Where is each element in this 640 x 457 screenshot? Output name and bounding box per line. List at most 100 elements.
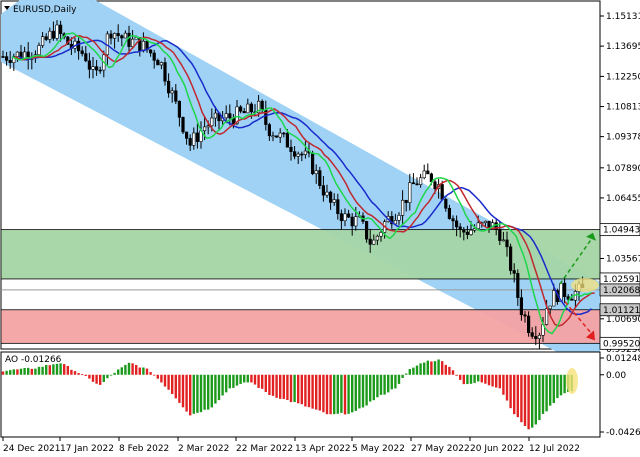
candle-body	[462, 229, 466, 233]
ao-bar	[210, 374, 213, 408]
ao-bar	[466, 374, 469, 385]
time-tick-label: 27 May 2022	[411, 444, 470, 454]
candle-body	[123, 32, 127, 39]
ao-bar	[397, 374, 401, 384]
candle-body	[570, 298, 574, 301]
ao-bar	[189, 374, 192, 416]
candle-body	[167, 80, 171, 94]
ao-bar	[73, 371, 77, 375]
candle-body	[469, 229, 473, 235]
ao-bar	[113, 372, 116, 375]
chart-title[interactable]: EURUSD,Daily	[4, 5, 77, 15]
ao-bar	[480, 374, 483, 383]
ao-bar	[286, 374, 289, 401]
candle-body	[195, 132, 200, 142]
price-pane[interactable]	[0, 0, 601, 365]
time-axis[interactable]: 24 Dec 2021 17 Jan 2022 8 Feb 2022 2 Mar 20…	[2, 437, 580, 454]
ao-bar	[495, 374, 498, 388]
ao-bar	[451, 370, 455, 375]
ao-bar	[462, 374, 465, 385]
ao-bar	[253, 374, 257, 385]
candle-body	[354, 216, 358, 227]
ao-bar	[1, 371, 5, 375]
candle-body	[5, 56, 9, 61]
candle-body	[368, 238, 372, 245]
ao-bar	[160, 374, 163, 383]
ao-bar	[196, 374, 199, 413]
ao-bar	[264, 374, 267, 393]
price-marker-label: 1.02591	[603, 275, 640, 285]
ao-bar	[372, 374, 375, 401]
candle-body	[505, 239, 509, 248]
ao-bar	[70, 369, 73, 375]
ao-bar	[45, 365, 48, 375]
candle-body	[235, 106, 239, 124]
price-marker-label: 1.02068	[603, 286, 640, 296]
ao-bar	[347, 374, 350, 414]
ao-bar	[41, 366, 44, 375]
candle-body	[224, 113, 228, 119]
ao-bar	[509, 374, 512, 409]
ao-pane[interactable]: AO -0.01266	[0, 351, 601, 438]
ao-bar	[84, 374, 87, 376]
ao-bar	[304, 374, 307, 407]
ao-bar	[257, 374, 260, 388]
price-tick-label: 1.15131	[606, 12, 640, 22]
ao-bar	[228, 374, 231, 389]
candle-body	[206, 125, 210, 128]
ao-bar	[484, 374, 487, 384]
ao-bar	[153, 374, 156, 376]
candle-body	[454, 220, 459, 228]
ao-tick-label: 0.012484	[606, 354, 640, 364]
candle-body	[400, 199, 405, 216]
candle-body	[339, 213, 344, 222]
price-marker-label: 0.99520	[603, 339, 640, 349]
candle-body	[98, 69, 102, 72]
candle-body	[249, 103, 254, 113]
price-marker-box	[599, 336, 640, 350]
ao-bar	[559, 374, 563, 396]
ao-bar	[66, 365, 69, 375]
red-zone	[0, 309, 601, 344]
ao-bar	[185, 374, 188, 412]
candle-body	[120, 35, 124, 39]
candle-body	[170, 90, 174, 94]
candle-body	[15, 51, 20, 57]
ao-histogram	[1, 359, 573, 430]
candle-body	[12, 56, 16, 63]
candle-body	[44, 36, 48, 40]
ao-bar	[138, 367, 141, 375]
ao-bar	[477, 374, 480, 382]
ao-bar	[48, 365, 51, 375]
ao-bar	[487, 374, 491, 386]
candle-body	[379, 232, 383, 237]
candle-body	[393, 219, 398, 225]
candle-body	[80, 50, 84, 54]
candle-body	[519, 297, 523, 316]
ao-bar	[235, 374, 239, 386]
price-tick-label: 1.07890	[606, 164, 640, 174]
candle-body	[48, 30, 52, 40]
candle-body	[174, 90, 178, 102]
candle-body	[397, 215, 401, 221]
candle-body	[210, 117, 214, 127]
ao-bar	[106, 374, 109, 379]
price-tick-label: 1.10813	[606, 103, 640, 113]
ao-bar	[117, 369, 120, 375]
triangle-down-icon[interactable]	[4, 6, 10, 10]
ao-axis[interactable]: 0.012484 0.00 -0.042635	[600, 354, 640, 438]
candle-body	[271, 135, 275, 138]
ao-bar	[52, 364, 55, 375]
candle-body	[37, 45, 41, 56]
ao-bar	[77, 373, 80, 375]
candle-body	[310, 152, 315, 175]
ao-bar	[19, 368, 23, 375]
ao-bar	[239, 374, 242, 384]
ao-bar	[513, 374, 516, 415]
candle-body	[325, 191, 329, 196]
ao-bar	[541, 374, 545, 414]
ao-bar	[394, 374, 397, 389]
ao-bar	[174, 374, 177, 399]
ao-bar	[91, 374, 95, 382]
